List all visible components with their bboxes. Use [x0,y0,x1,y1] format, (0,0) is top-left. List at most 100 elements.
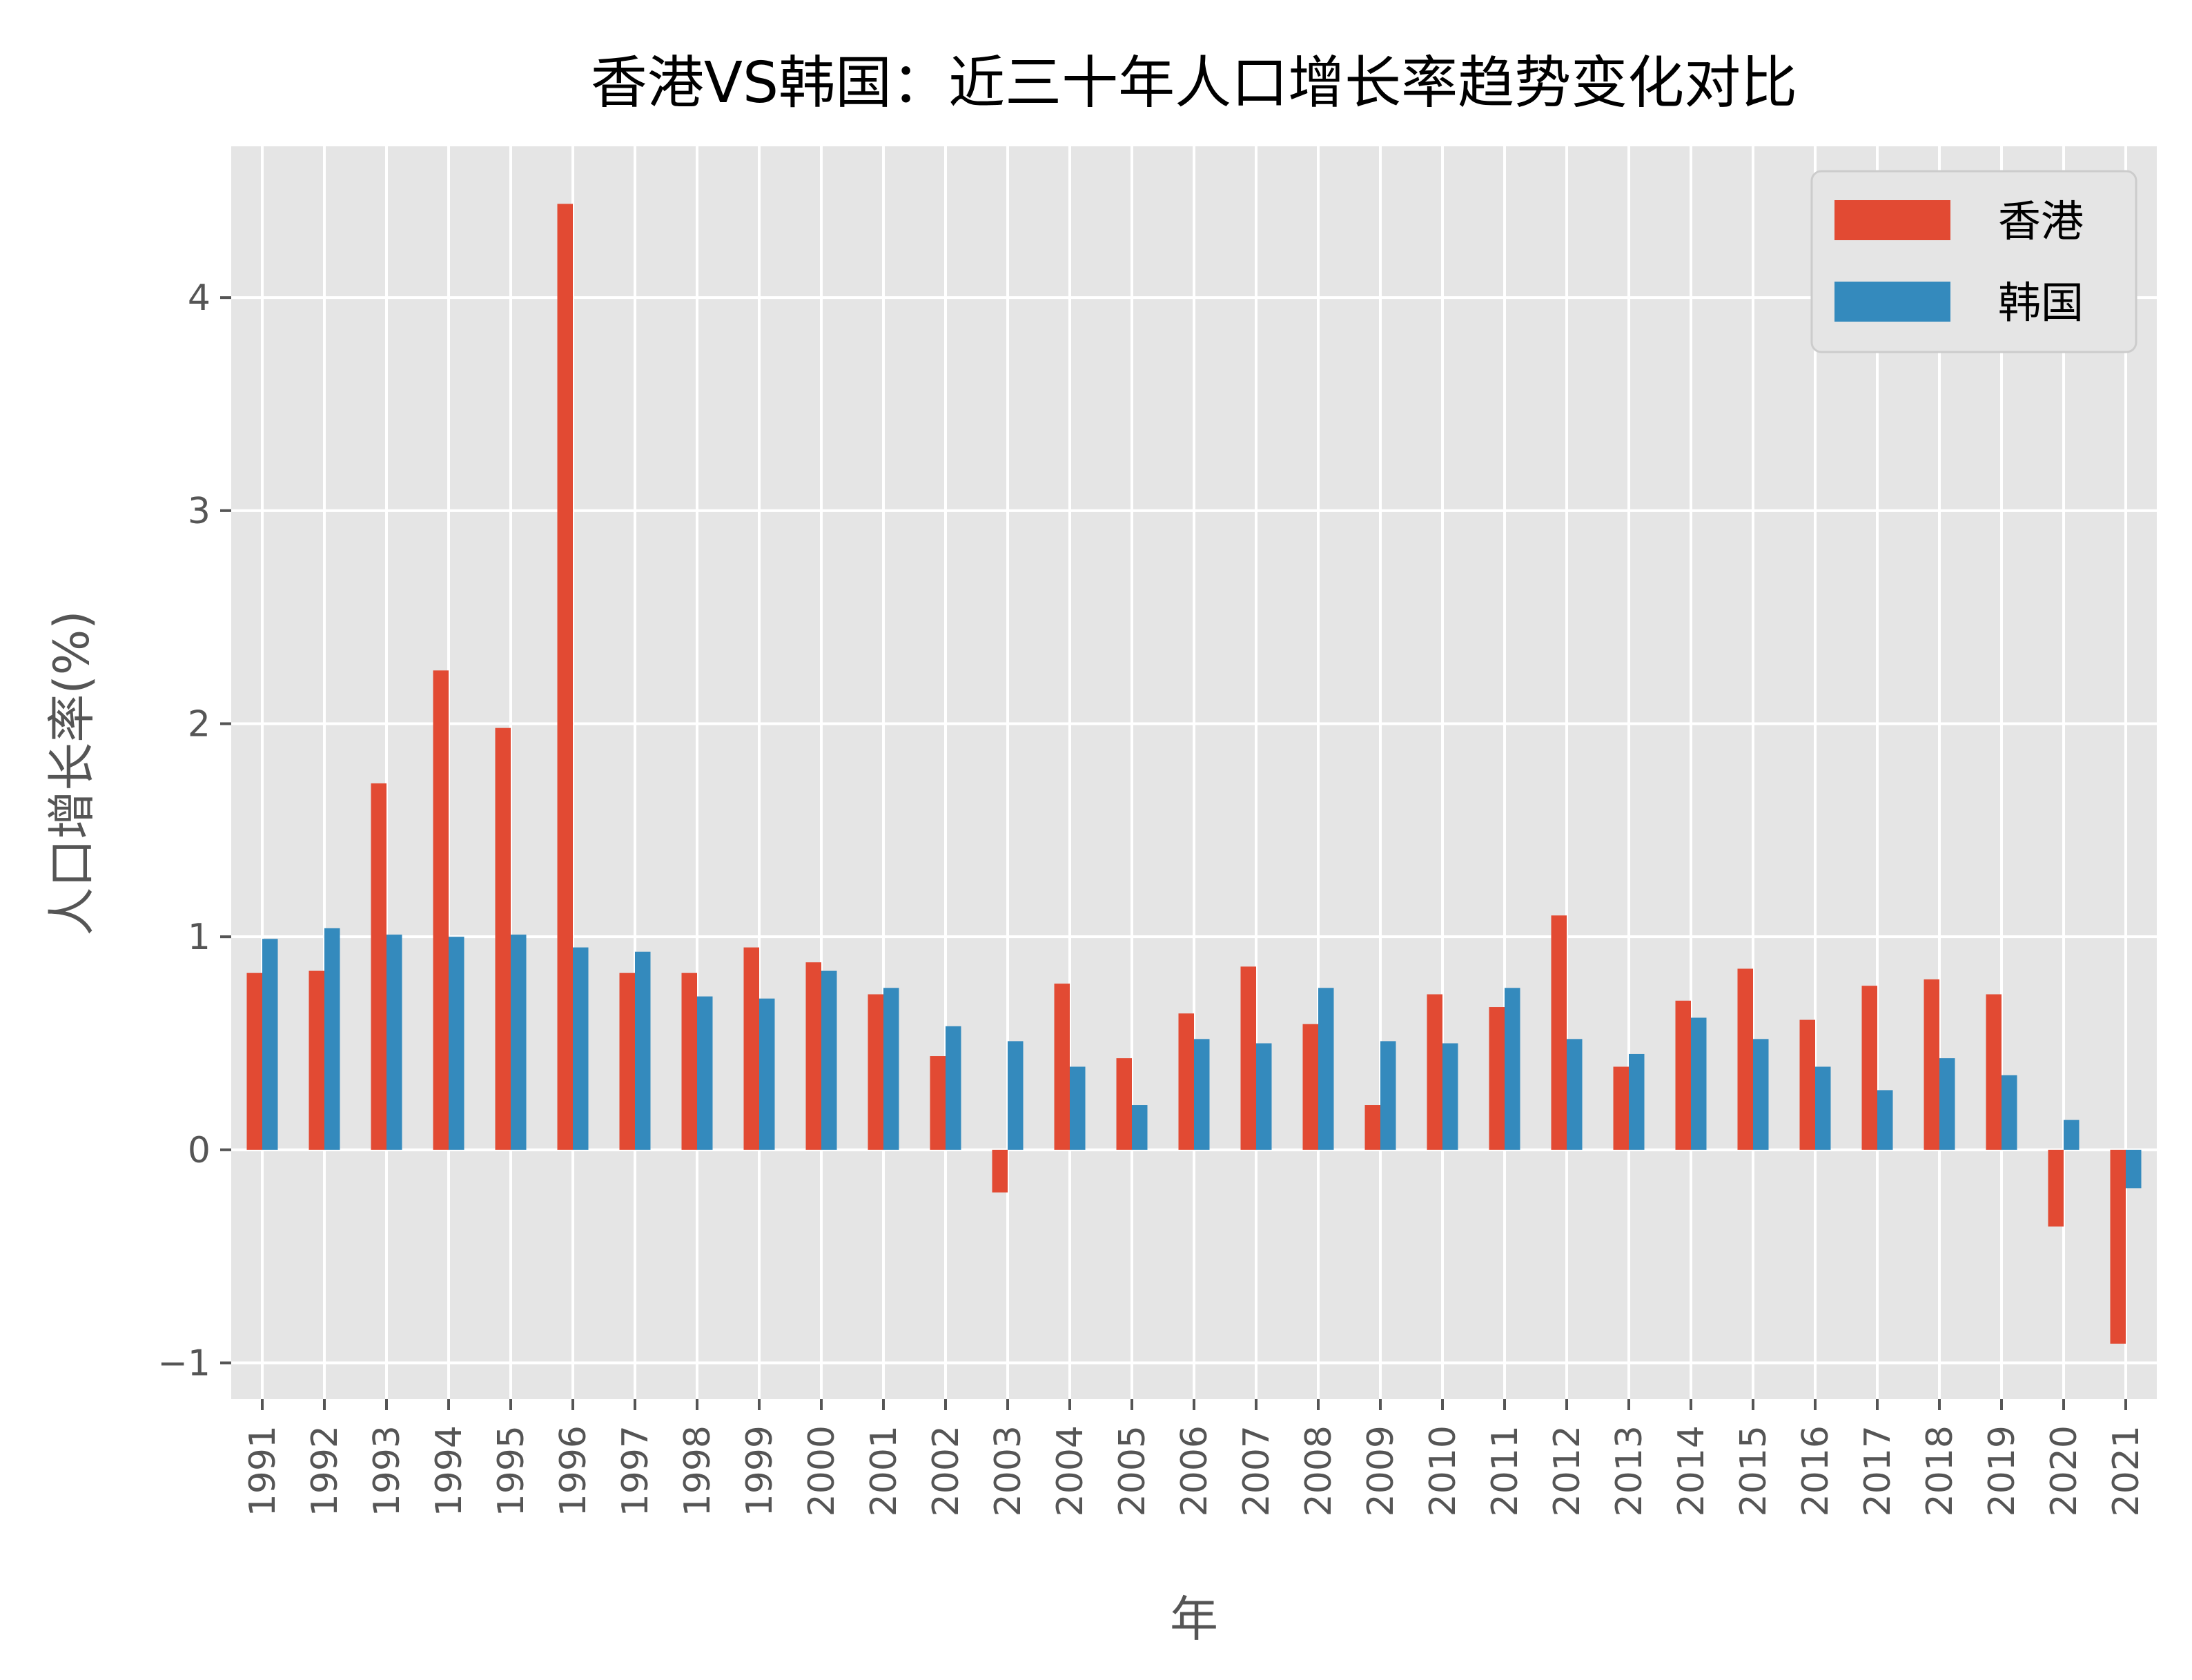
bar-korea [1939,1058,1955,1150]
bar-hongkong [1302,1024,1318,1150]
x-tick-label: 1991 [242,1425,284,1516]
bar-hongkong [1240,966,1256,1150]
bar-hongkong [930,1056,946,1150]
bar-hongkong [371,783,386,1150]
bar-hongkong [681,973,697,1150]
bar-korea [697,996,713,1150]
bar-korea [324,928,340,1150]
x-tick-label: 2014 [1671,1425,1712,1516]
grid-lines [231,146,2157,1399]
bar-hongkong [2110,1149,2126,1344]
bar-korea [1753,1039,1769,1150]
x-tick-label: 2006 [1174,1425,1215,1516]
x-tick-label: 1994 [429,1425,470,1516]
bar-korea [2064,1120,2080,1150]
x-tick-label: 2004 [1050,1425,1091,1516]
bar-hongkong [1986,994,2002,1150]
bar-hongkong [309,970,324,1150]
bar-korea [1194,1039,1210,1150]
bar-hongkong [1427,994,1442,1150]
bar-korea [511,935,527,1150]
bar-hongkong [433,670,449,1150]
bar-korea [821,970,837,1150]
legend-swatch-hongkong [1834,200,1950,240]
bar-hongkong [1737,968,1753,1150]
x-tick-label: 1993 [366,1425,408,1516]
x-tick-label: 2007 [1236,1425,1278,1516]
bar-korea [1132,1105,1148,1150]
x-tick-label: 1999 [739,1425,781,1516]
x-tick-label: 2002 [926,1425,967,1516]
bar-hongkong [1489,1007,1505,1150]
bar-korea [1256,1043,1272,1150]
bar-hongkong [868,994,883,1150]
bar-hongkong [1364,1105,1380,1150]
x-tick-label: 1995 [491,1425,532,1516]
x-tick-label: 2016 [1795,1425,1837,1516]
x-tick-label: 1996 [553,1425,594,1516]
x-tick-label: 1992 [304,1425,346,1516]
x-tick-label: 2020 [2044,1425,2085,1516]
bar-korea [1318,988,1334,1150]
bar-hongkong [743,947,759,1150]
bar-korea [2126,1149,2142,1189]
bar-hongkong [246,973,262,1150]
bar-korea [1442,1043,1458,1150]
bar-hongkong [1924,979,1939,1150]
x-tick-label: 2008 [1298,1425,1340,1516]
chart-title: 香港VS韩国：近三十年人口增长率趋势变化对比 [591,50,1797,116]
bar-hongkong [1799,1019,1815,1150]
legend-box [1810,170,2137,353]
bar-korea [946,1026,961,1150]
bar-hongkong [1551,915,1567,1150]
bar-korea [1815,1066,1831,1150]
bar-hongkong [619,973,635,1150]
bar-korea [386,935,402,1150]
bar-hongkong [1054,984,1070,1150]
bar-korea [262,939,278,1150]
x-axis-label: 年 [1170,1591,1218,1648]
bar-korea [2002,1075,2017,1150]
bars [246,204,2142,1344]
x-tick-label: 2012 [1547,1425,1588,1516]
bar-hongkong [1613,1066,1629,1150]
x-tick-label: 2000 [801,1425,843,1516]
bar-hongkong [1861,986,1877,1150]
bar-korea [449,937,464,1150]
bar-korea [1691,1017,1707,1150]
x-tick-label: 2017 [1857,1425,1899,1516]
x-tick-label: 2011 [1485,1425,1526,1516]
x-tick-label: 1998 [677,1425,718,1516]
bar-korea [573,947,589,1150]
y-tick-label: 2 [188,704,211,745]
bar-hongkong [557,204,573,1150]
bar-hongkong [805,962,821,1150]
bar-hongkong [495,727,511,1150]
bar-hongkong [1675,1000,1691,1150]
bar-korea [1567,1039,1583,1150]
bar-hongkong [2048,1149,2064,1227]
legend: 香港 韩国 [1810,170,2137,353]
legend-label-korea: 韩国 [1998,277,2084,328]
bar-korea [1629,1053,1645,1150]
bar-hongkong [1116,1058,1132,1150]
bar-korea [1505,988,1520,1150]
y-tick-label: 3 [188,491,211,532]
bar-hongkong [992,1149,1008,1193]
bar-korea [1877,1090,1893,1150]
bar-hongkong [1178,1013,1194,1150]
x-tick-label: 2013 [1609,1425,1650,1516]
bar-korea [635,951,651,1150]
x-tick-label: 2003 [988,1425,1029,1516]
legend-label-hongkong: 香港 [1998,196,2084,246]
y-tick-label: 0 [188,1130,211,1171]
x-tick-label: 2018 [1919,1425,1961,1516]
x-tick-label: 2019 [1981,1425,2023,1516]
x-tick-label: 2009 [1360,1425,1402,1516]
x-tick-label: 2021 [2106,1425,2147,1516]
y-tick-label: 1 [188,917,211,958]
x-tick-label: 2015 [1733,1425,1774,1516]
x-tick-label: 1997 [615,1425,656,1516]
